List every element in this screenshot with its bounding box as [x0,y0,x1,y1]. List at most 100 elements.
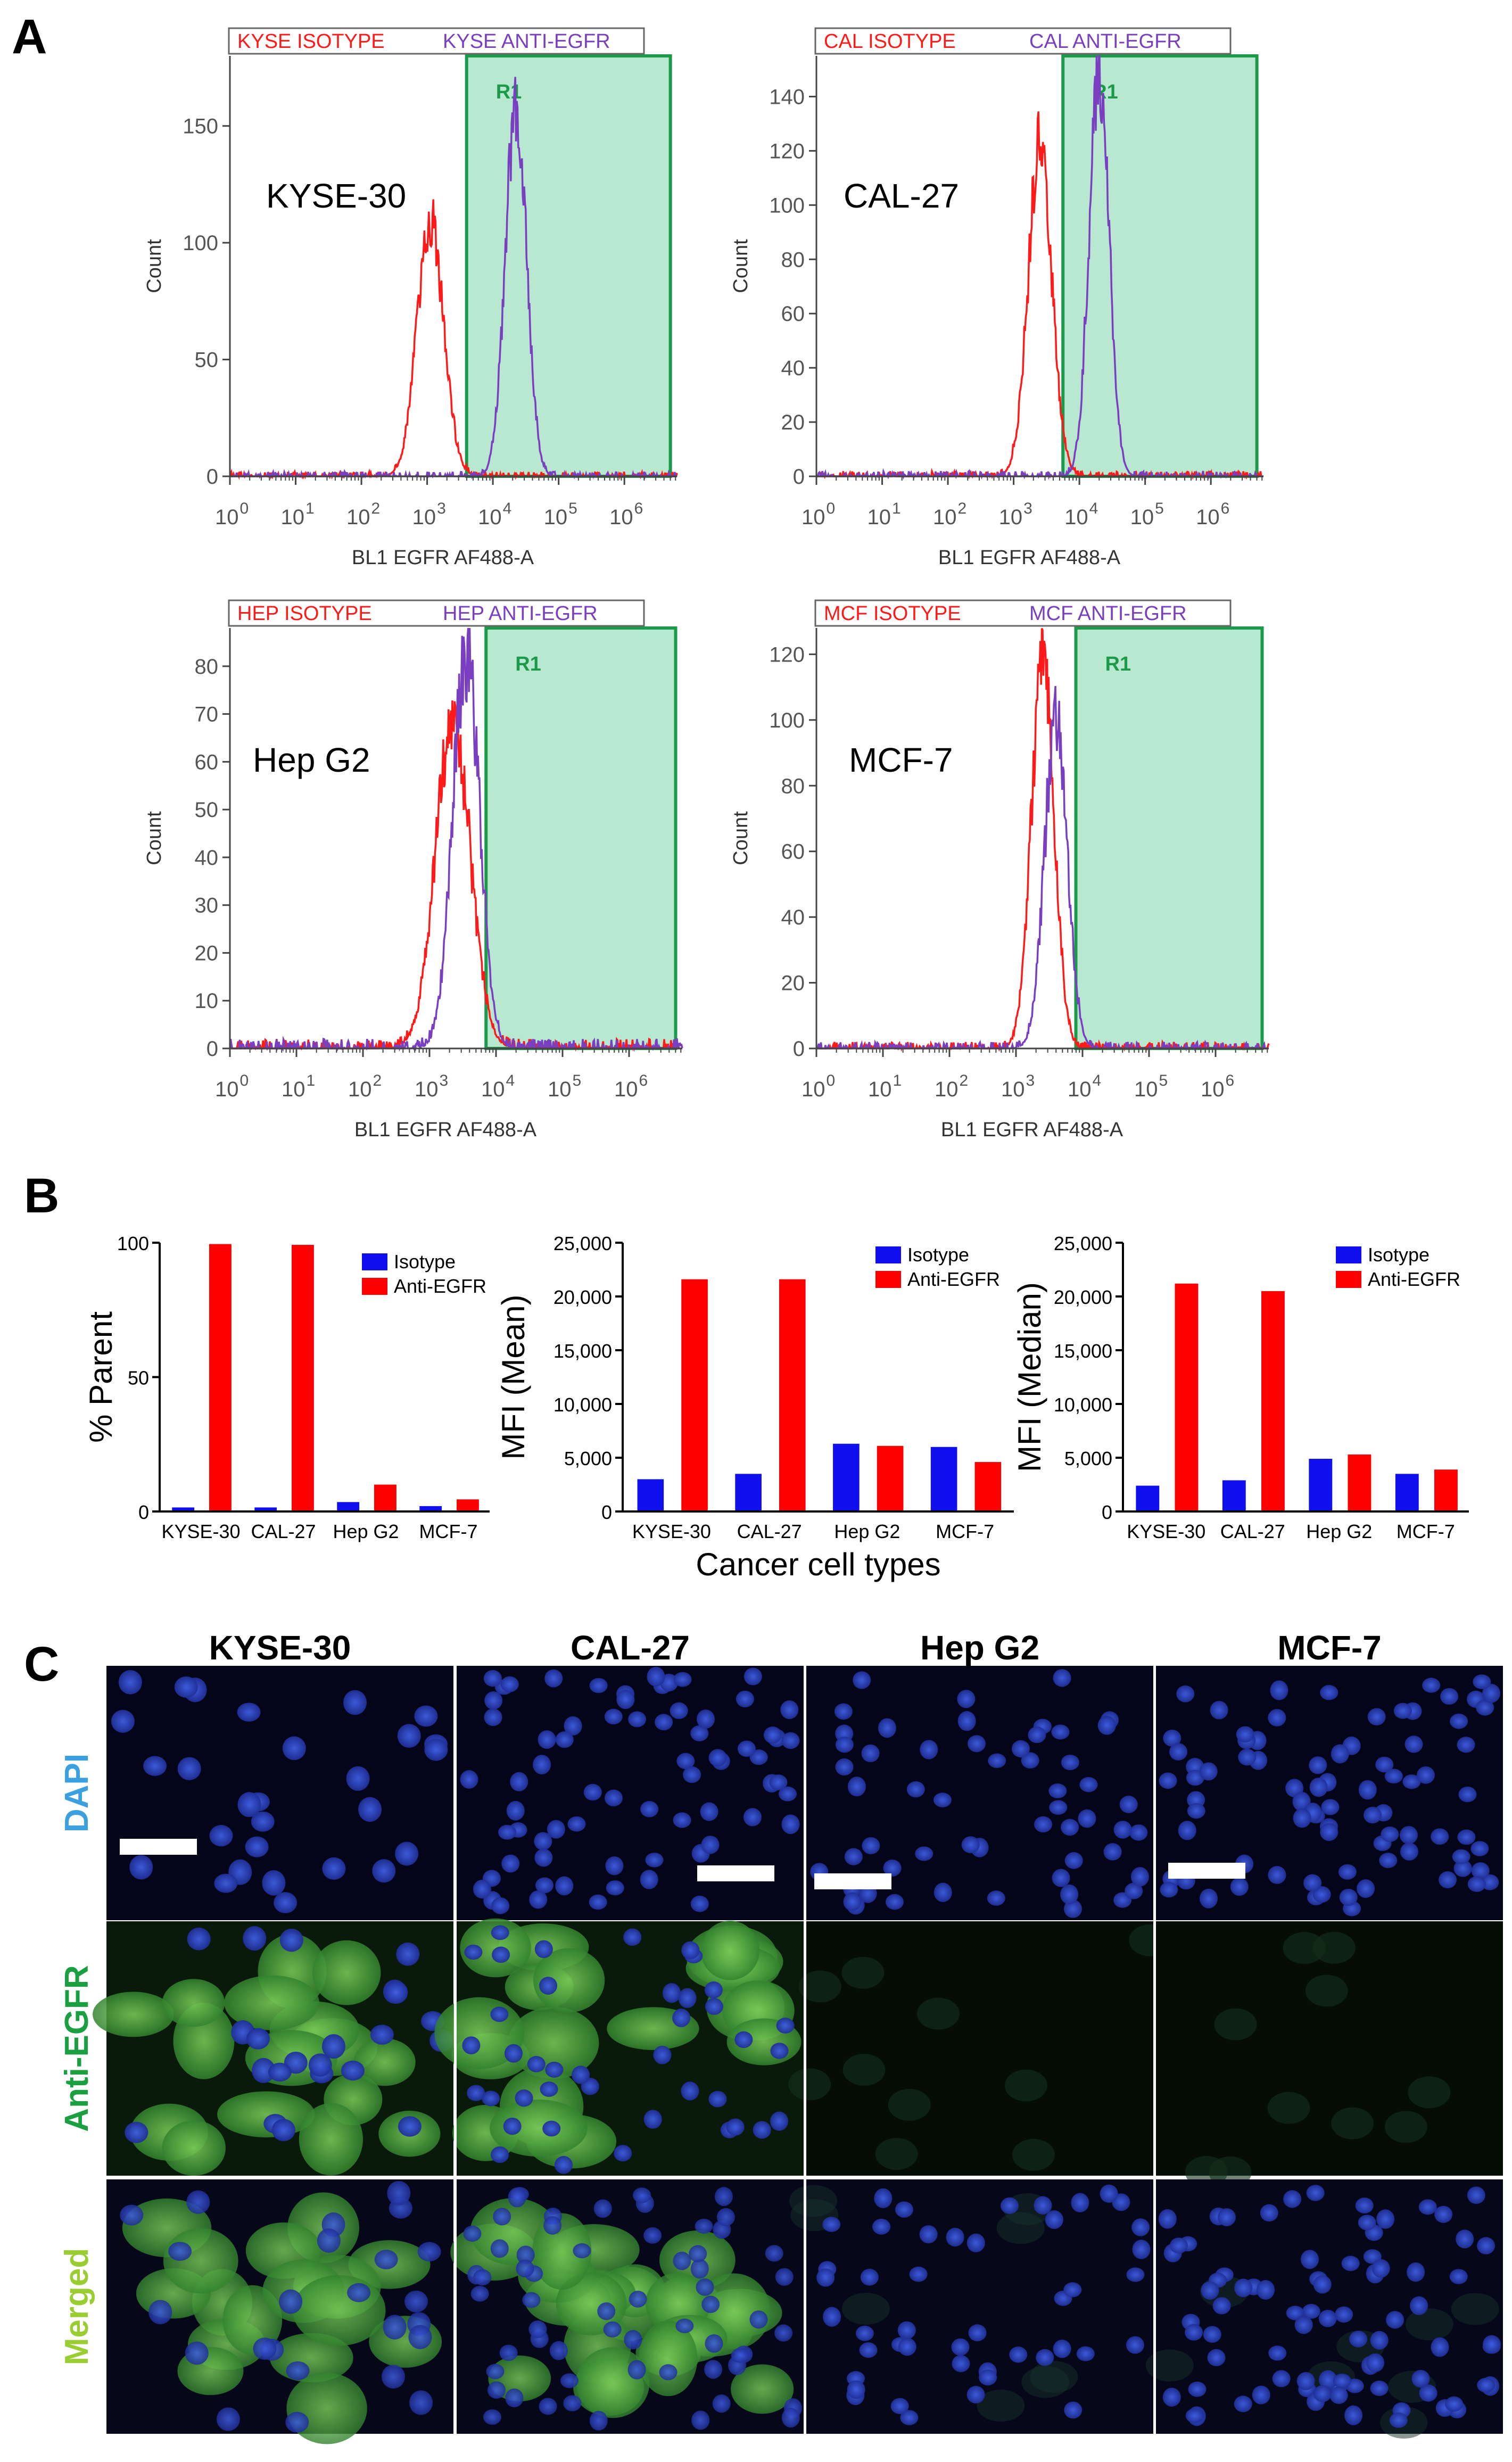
nucleus [186,2190,210,2214]
nucleus [1402,1774,1421,1789]
egfr-stained-cell [163,2228,238,2294]
nucleus [874,2188,893,2209]
nucleus [920,1740,938,1759]
nucleus [933,1882,952,1903]
x-tick-exponent: 6 [634,500,643,517]
nucleus [672,2008,691,2027]
nucleus [1061,1754,1079,1771]
nucleus [491,2146,509,2163]
y-tick-label: 30 [195,894,219,918]
nucleus [503,2117,522,2135]
legend-isotype-label: Isotype [907,1244,969,1266]
legend-box [228,27,645,55]
gate-label: R1 [496,81,522,103]
y-tick-label: 100 [117,1233,149,1254]
anti-egfr-bar [974,1462,1002,1511]
nucleus [533,1755,551,1775]
nucleus [1187,1803,1205,1819]
x-tick-exponent: 4 [506,1072,515,1089]
nucleus [623,1928,642,1946]
anti-egfr-bar [681,1279,708,1511]
nucleus [957,1711,976,1731]
category-label: MCF-7 [419,1521,478,1542]
nucleus [1185,2324,1203,2341]
y-tick-label: 80 [195,655,219,679]
nucleus [1407,2262,1425,2282]
isotype-bar [1222,1480,1246,1511]
x-tick-label: 101 [867,500,901,529]
gate-label: R1 [515,653,541,675]
nucleus [1476,1699,1494,1716]
category-label: KYSE-30 [1127,1521,1205,1542]
nucleus [1358,2215,1376,2230]
x-tick-exponent: 0 [240,500,249,517]
y-tick-label: 15,000 [1054,1340,1112,1362]
x-tick-exponent: 5 [573,1072,582,1089]
nucleus [1036,2349,1054,2366]
nucleus [1384,1769,1403,1784]
x-tick-label: 105 [1134,1072,1168,1101]
panel-divider [454,1666,457,1920]
nucleus [593,2199,612,2218]
nucleus [1321,1799,1340,1815]
nucleus [1131,2218,1150,2236]
nucleus [1230,1877,1249,1896]
faint-cell [788,2068,831,2101]
y-tick-label: 0 [601,1501,612,1523]
x-tick-exponent: 4 [1093,1072,1102,1089]
nucleus [1467,1876,1486,1892]
nucleus [714,2187,733,2207]
nucleus [743,1808,762,1827]
category-label: MCF-7 [1397,1521,1455,1542]
x-axis-label: BL1 EGFR AF488-A [938,547,1121,569]
nucleus [933,1792,952,1807]
nucleus [589,1678,608,1693]
x-tick-exponent: 3 [1026,1072,1035,1089]
egfr-stained-cell [460,1918,531,1978]
faint-cell [977,2390,1025,2422]
nucleus [1185,2408,1204,2423]
nucleus [396,1942,420,1966]
nucleus [1162,2387,1181,2407]
nucleus [1160,1882,1178,1898]
nucleus [763,1726,782,1744]
y-tick-label: 150 [183,115,218,138]
nucleus [245,1836,269,1857]
nucleus [282,1736,306,1761]
nucleus [716,2208,735,2226]
nucleus [572,2066,590,2084]
nucleus [1376,2209,1395,2229]
panel-divider [804,1921,806,2176]
nucleus [187,1927,211,1951]
nucleus [535,1877,554,1894]
x-tick-label: 106 [1196,500,1229,529]
nucleus [1302,2303,1320,2319]
nucleus [681,2081,699,2101]
nucleus [979,2369,997,2386]
nucleus [736,1690,754,1708]
nucleus [1125,1882,1143,1899]
nucleus [1158,2209,1177,2229]
anti-egfr-bar [1434,1469,1458,1511]
nucleus [464,1944,483,1960]
nucleus [823,2307,841,2327]
y-tick-label: 0 [793,1037,805,1061]
nucleus [1103,1843,1122,1861]
nucleus [689,2245,707,2262]
nucleus [1100,2184,1118,2203]
y-tick-label: 0 [1102,1501,1112,1523]
nucleus [381,2365,405,2389]
x-tick-exponent: 4 [503,500,512,517]
scale-bar [697,1865,774,1881]
panel-divider [1153,1666,1156,1920]
nucleus [643,2227,662,2244]
nucleus [1358,1780,1377,1800]
nucleus [343,1690,367,1715]
nucleus [1071,2193,1089,2212]
egfr-stained-cell [639,2320,698,2397]
nucleus [417,2242,441,2262]
nucleus [1045,2210,1063,2229]
isotype-bar [172,1507,195,1511]
y-tick-label: 120 [769,643,805,666]
y-tick-label: 60 [195,750,219,774]
